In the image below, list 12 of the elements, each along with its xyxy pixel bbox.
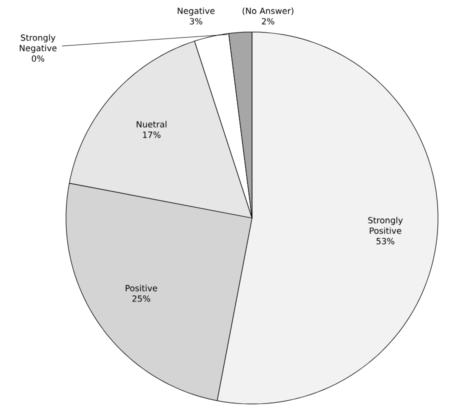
slice-label: Nuetral	[136, 120, 166, 128]
data-label: 2%	[262, 18, 274, 25]
slice-label: Positive	[126, 284, 158, 292]
data-label: 25%	[132, 295, 150, 302]
data-label: 53%	[376, 238, 394, 244]
slice-label: Strongly Positive	[368, 216, 403, 234]
slice-label: (No Answer)	[242, 8, 294, 16]
slice-label: Negative	[178, 7, 215, 16]
data-label: 3%	[190, 18, 202, 25]
data-label: 17%	[143, 132, 160, 138]
text: 0%	[32, 55, 44, 62]
category-label: Strongly Negative	[20, 34, 57, 53]
